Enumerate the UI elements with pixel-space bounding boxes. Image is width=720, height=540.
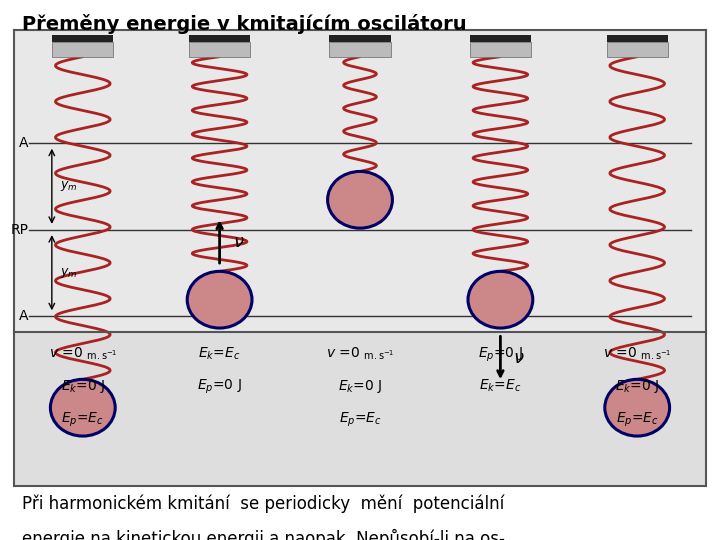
Bar [14, 30, 706, 332]
Text: $v$ =0 $\mathregular{_{m.s^{-1}}}$: $v$ =0 $\mathregular{_{m.s^{-1}}}$ [325, 346, 395, 362]
Text: $E_p$=$E_c$: $E_p$=$E_c$ [616, 410, 659, 429]
Bar [53, 42, 114, 57]
Text: $y_m$: $y_m$ [60, 179, 78, 193]
Text: $E_k$=$E_c$: $E_k$=$E_c$ [480, 378, 521, 394]
Ellipse shape [187, 271, 252, 328]
Ellipse shape [605, 379, 670, 436]
Bar [469, 42, 531, 57]
Text: $E_p$=0 J: $E_p$=0 J [478, 346, 523, 364]
Text: $v$ =0 $\mathregular{_{m.s^{-1}}}$: $v$ =0 $\mathregular{_{m.s^{-1}}}$ [603, 346, 672, 362]
Text: $\nu$: $\nu$ [513, 349, 525, 367]
Text: $E_p$=$E_c$: $E_p$=$E_c$ [61, 410, 104, 429]
Text: $E_p$=$E_c$: $E_p$=$E_c$ [338, 410, 382, 429]
Bar [330, 35, 391, 42]
Bar [189, 35, 251, 42]
Text: $E_k$=$E_c$: $E_k$=$E_c$ [199, 346, 240, 362]
Text: RP: RP [11, 222, 29, 237]
Text: $E_p$=0 J: $E_p$=0 J [197, 378, 242, 396]
Text: $v$ =0 $\mathregular{_{m.s^{-1}}}$: $v$ =0 $\mathregular{_{m.s^{-1}}}$ [48, 346, 117, 362]
Bar [189, 42, 251, 57]
Text: A: A [19, 136, 29, 150]
Text: $E_k$=0 J: $E_k$=0 J [338, 378, 382, 395]
Text: $y_m$: $y_m$ [60, 266, 78, 280]
Bar [469, 35, 531, 42]
Text: $E_k$=0 J: $E_k$=0 J [60, 378, 105, 395]
Bar [53, 35, 114, 42]
Text: $\nu$: $\nu$ [233, 233, 244, 251]
Ellipse shape [468, 271, 533, 328]
Text: Přeměny energie v kmitajícím oscilátoru: Přeměny energie v kmitajícím oscilátoru [22, 14, 467, 33]
Ellipse shape [50, 379, 115, 436]
Ellipse shape [328, 172, 392, 228]
Text: Při harmonickém kmitání  se periodicky  mění  potenciální: Při harmonickém kmitání se periodicky mě… [22, 494, 504, 512]
Bar [14, 332, 706, 486]
Text: energie na kinetickou energii a naopak. Nepůsobí-li na os-: energie na kinetickou energii a naopak. … [22, 529, 505, 540]
Bar [606, 35, 668, 42]
Text: A: A [19, 309, 29, 323]
Text: $E_k$=0 J: $E_k$=0 J [615, 378, 660, 395]
Bar [606, 42, 668, 57]
Bar [330, 42, 391, 57]
